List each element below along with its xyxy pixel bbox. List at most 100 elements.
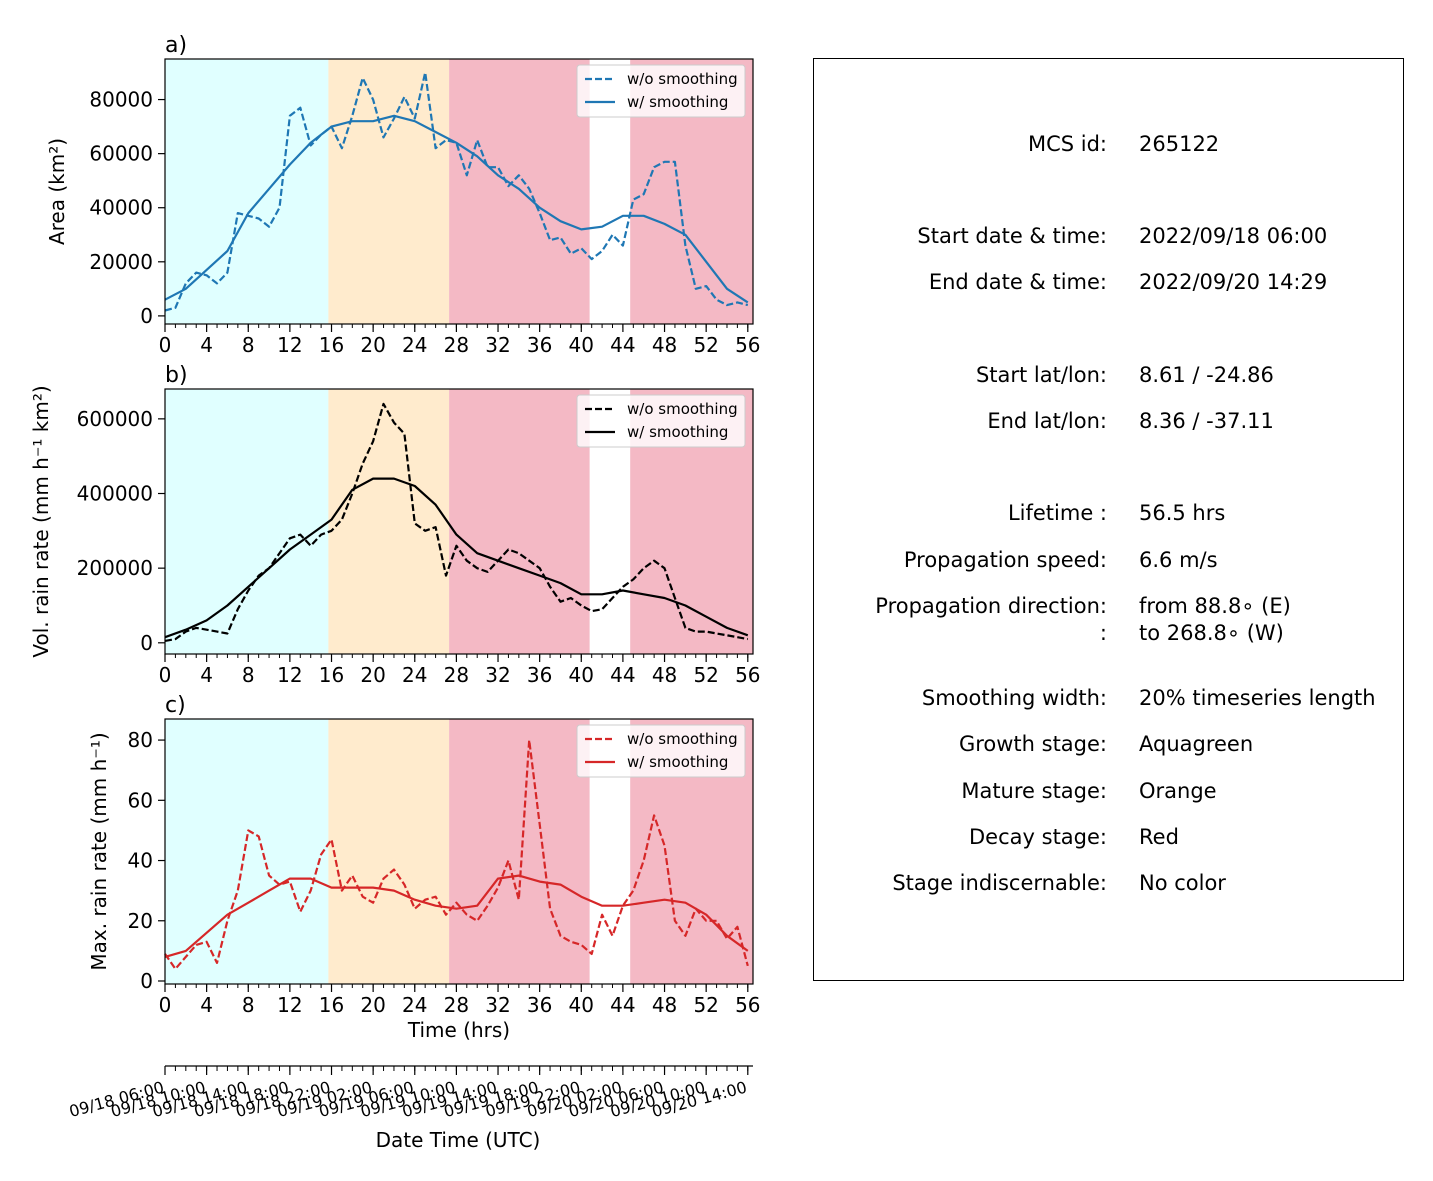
x-tick-label: 24: [402, 663, 427, 687]
stage-band-mature: [328, 719, 450, 984]
y-tick-label: 60000: [89, 142, 153, 166]
x-tick-label: 8: [242, 333, 255, 357]
x-tick-label: 0: [159, 993, 172, 1017]
info-label: Growth stage:: [958, 732, 1107, 756]
info-label: Propagation speed:: [903, 548, 1107, 572]
info-value: 8.61 / -24.86: [1139, 363, 1274, 387]
info-label: Decay stage:: [969, 825, 1107, 849]
x-tick-label: 28: [444, 663, 469, 687]
x-tick-label: 16: [319, 333, 344, 357]
info-value: Aquagreen: [1139, 732, 1254, 756]
x-tick-label: 4: [200, 333, 213, 357]
info-value: 8.36 / -37.11: [1139, 409, 1274, 433]
x-tick-label: 20: [360, 663, 385, 687]
info-label: Start lat/lon:: [975, 363, 1107, 387]
y-axis-label: Area (km²): [45, 138, 69, 245]
legend-label: w/o smoothing: [627, 730, 738, 748]
info-label: :: [1099, 621, 1107, 645]
x-tick-label: 56: [735, 663, 760, 687]
y-tick-label: 40000: [89, 196, 153, 220]
plot-frame: [164, 58, 754, 325]
x-tick-label: 44: [610, 333, 635, 357]
panel-label: c): [165, 693, 186, 718]
x-tick-label: 48: [652, 993, 677, 1017]
x-tick-label: 36: [527, 663, 552, 687]
info-value: Red: [1139, 825, 1179, 849]
y-tick-label: 400000: [77, 482, 153, 506]
x-tick-label: 12: [277, 993, 302, 1017]
stage-band-mature: [328, 59, 450, 324]
x-tick-label: 40: [569, 993, 594, 1017]
x-tick-label: 40: [569, 333, 594, 357]
legend-label: w/ smoothing: [627, 93, 728, 111]
info-value: 265122: [1139, 132, 1220, 156]
x-tick-label: 36: [527, 333, 552, 357]
info-value: 20% timeseries length: [1139, 686, 1376, 710]
x-tick-label: 0: [159, 333, 172, 357]
x-tick-label: 12: [277, 663, 302, 687]
x-tick-label: 52: [693, 333, 718, 357]
info-value: 2022/09/18 06:00: [1139, 224, 1328, 248]
x-tick-label: 48: [652, 333, 677, 357]
x-tick-label: 32: [485, 993, 510, 1017]
legend-label: w/ smoothing: [627, 423, 728, 441]
y-tick-label: 0: [140, 969, 153, 993]
date-axis-label: Date Time (UTC): [376, 1128, 541, 1152]
info-value: 2022/09/20 14:29: [1139, 270, 1328, 294]
y-tick-label: 20000: [89, 250, 153, 274]
x-tick-label: 0: [159, 663, 172, 687]
raw-series-line: [164, 71, 749, 312]
plot-frame: [164, 718, 754, 985]
y-tick-label: 0: [140, 631, 153, 655]
y-tick-label: 80: [128, 728, 153, 752]
stage-band-mature: [328, 389, 450, 654]
stage-band-growth: [165, 719, 329, 984]
info-value: 56.5 hrs: [1139, 501, 1226, 525]
info-value: No color: [1139, 871, 1226, 895]
x-tick-label: 36: [527, 993, 552, 1017]
x-tick-label: 16: [319, 663, 344, 687]
y-tick-label: 80000: [89, 88, 153, 112]
x-tick-label: 20: [360, 993, 385, 1017]
stage-band-decay: [449, 59, 590, 324]
x-tick-label: 20: [360, 333, 385, 357]
x-tick-label: 52: [693, 993, 718, 1017]
y-tick-label: 60: [128, 788, 153, 812]
info-label: Mature stage:: [961, 779, 1107, 803]
x-tick-label: 24: [402, 333, 427, 357]
stage-band-decay: [449, 719, 590, 984]
y-axis-label: Max. rain rate (mm h⁻¹): [87, 732, 111, 970]
x-tick-label: 12: [277, 333, 302, 357]
stage-band-growth: [165, 59, 329, 324]
smoothed-series-line: [164, 874, 749, 958]
info-value: Orange: [1139, 779, 1217, 803]
x-tick-label: 32: [485, 333, 510, 357]
x-tick-label: 56: [735, 993, 760, 1017]
x-tick-label: 32: [485, 663, 510, 687]
y-tick-label: 40: [128, 849, 153, 873]
legend-label: w/ smoothing: [627, 753, 728, 771]
info-label: Propagation direction:: [875, 594, 1107, 618]
x-tick-label: 52: [693, 663, 718, 687]
panel-label: a): [165, 33, 187, 58]
legend-box: [576, 64, 746, 118]
info-label: End lat/lon:: [987, 409, 1107, 433]
raw-series-line: [164, 738, 749, 971]
y-tick-label: 200000: [77, 556, 153, 580]
y-tick-label: 600000: [77, 407, 153, 431]
info-label: Lifetime :: [1007, 501, 1107, 525]
legend-box: [576, 394, 746, 448]
x-tick-label: 8: [242, 663, 255, 687]
x-tick-label: 44: [610, 993, 635, 1017]
x-tick-label: 24: [402, 993, 427, 1017]
panel-label: b): [165, 363, 188, 388]
y-tick-label: 0: [140, 304, 153, 328]
x-tick-label: 40: [569, 663, 594, 687]
legend-label: w/o smoothing: [627, 70, 738, 88]
plot-frame: [164, 388, 754, 655]
panel-area: 0 4 8 12 16 20 24 28 32 36 40 44 48 52 560200004000060…: [45, 33, 761, 357]
smoothed-series-line: [164, 477, 749, 639]
info-panel: MCS id: 265122 Start date & time: 2022/0…: [813, 58, 1404, 981]
panel-volrain: 0 4 8 12 16 20 24 28 32 36 40 44 48 52 560200000400000…: [29, 363, 761, 687]
